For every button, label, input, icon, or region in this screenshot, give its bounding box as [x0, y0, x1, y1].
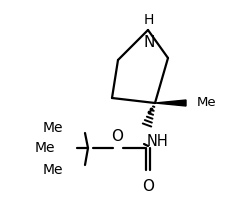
Text: O: O: [142, 179, 154, 194]
Text: Me: Me: [43, 163, 63, 177]
Text: Me: Me: [197, 96, 217, 110]
Text: H: H: [144, 13, 154, 27]
Polygon shape: [155, 100, 186, 106]
Text: NH: NH: [147, 134, 169, 149]
Text: Me: Me: [43, 121, 63, 135]
Text: O: O: [111, 129, 123, 144]
Text: N: N: [143, 35, 155, 50]
Text: Me: Me: [34, 141, 55, 155]
